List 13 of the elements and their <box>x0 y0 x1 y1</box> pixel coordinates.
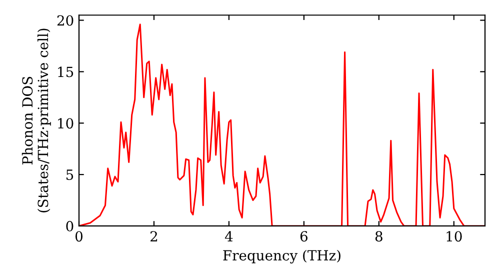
x-axis-title: Frequency (THz) <box>223 250 340 264</box>
x-tick-label: 2 <box>150 231 158 242</box>
y-tick-label: 10 <box>58 118 74 129</box>
y-tick-label: 0 <box>66 220 74 232</box>
y-tick-label: 15 <box>58 66 74 78</box>
y-tick-label: 20 <box>57 15 74 26</box>
x-tick-label: 10 <box>446 231 462 242</box>
x-tick-label: 0 <box>75 231 82 242</box>
x-tick-label: 4 <box>224 231 233 242</box>
y-tick-label: 5 <box>66 170 74 180</box>
y-axis-title: Phonon DOS (States/THz·primitive cell) <box>22 28 51 212</box>
x-tick-label: 8 <box>375 231 382 242</box>
x-tick-label: 6 <box>300 231 308 242</box>
